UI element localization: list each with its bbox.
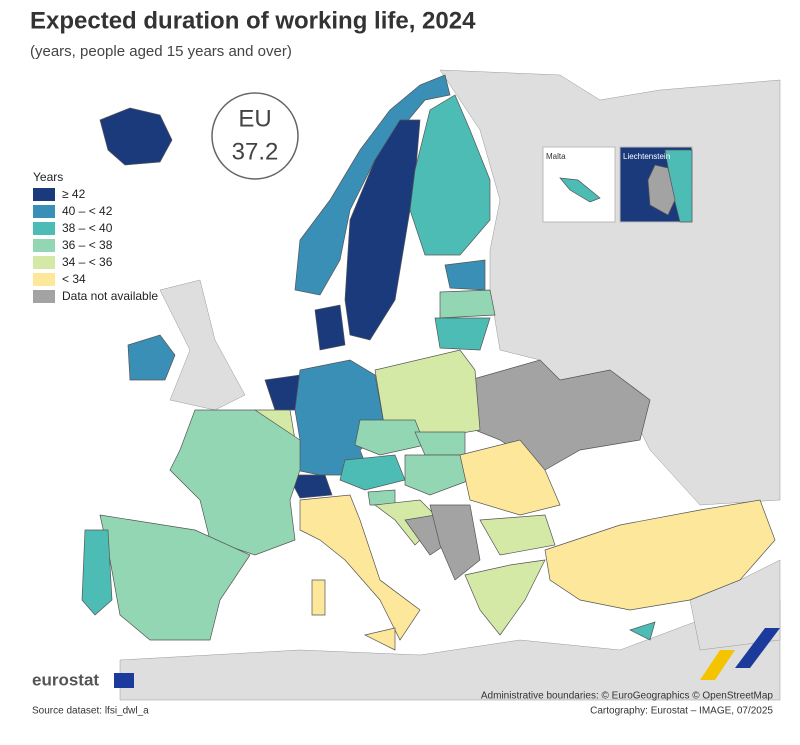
lithuania	[434, 317, 491, 351]
latvia	[439, 289, 496, 319]
source: Source dataset: lfsi_dwl_a	[32, 706, 149, 717]
sardinia	[311, 579, 326, 616]
legend-title: Years	[33, 170, 63, 184]
legend-label: Data not available	[62, 289, 158, 303]
title: Expected duration of working life, 2024	[30, 7, 476, 34]
eu-flag	[114, 673, 134, 688]
denmark	[314, 304, 346, 351]
hungary	[404, 454, 471, 496]
legend-swatch	[33, 256, 55, 269]
turkey	[544, 499, 776, 611]
finland	[409, 94, 491, 256]
logo-text: eurostat	[32, 670, 99, 689]
inset-label: Liechtenstein	[623, 152, 670, 161]
liechtenstein	[647, 164, 676, 216]
legend-label: ≥ 42	[62, 187, 86, 201]
slovenia	[367, 489, 396, 506]
inset-label: Malta	[546, 152, 566, 161]
portugal	[81, 529, 113, 616]
africa	[119, 599, 781, 701]
ireland	[127, 334, 176, 381]
romania	[459, 439, 561, 516]
eu-label: EU	[238, 105, 271, 132]
serbia	[429, 504, 481, 581]
legend-swatch	[33, 205, 55, 218]
logo-mark	[735, 628, 780, 668]
sweden	[344, 119, 421, 341]
legend: Years ≥ 42 40 – < 42 38 – < 40 36 – < 38 34 …	[33, 170, 158, 303]
legend-label: 34 – < 36	[62, 255, 113, 269]
cartography: Cartography: Eurostat – IMAGE, 07/2025	[590, 706, 773, 717]
legend-label: 36 – < 38	[62, 238, 113, 252]
spain	[99, 514, 251, 641]
countries	[81, 74, 776, 651]
iceland	[99, 107, 173, 166]
cyprus	[629, 621, 656, 641]
eu-value: 37.2	[232, 138, 279, 165]
netherlands	[264, 374, 301, 411]
uk	[159, 279, 246, 411]
background-land	[119, 69, 781, 701]
legend-label: < 34	[62, 272, 86, 286]
bulgaria	[479, 514, 556, 556]
legend-swatch	[33, 239, 55, 252]
estonia	[444, 259, 486, 291]
legend-swatch	[33, 290, 55, 303]
logo-mark	[700, 650, 735, 680]
subtitle: (years, people aged 15 years and over)	[30, 43, 292, 60]
france	[169, 409, 301, 556]
sicily	[363, 627, 396, 651]
italy	[299, 494, 421, 641]
legend-label: 40 – < 42	[62, 204, 113, 218]
legend-swatch	[33, 188, 55, 201]
boundaries: Administrative boundaries: © EuroGeograp…	[481, 691, 774, 702]
legend-label: 38 – < 40	[62, 221, 113, 235]
austria	[339, 454, 406, 491]
eu-badge	[211, 92, 299, 180]
norway	[294, 74, 451, 296]
legend-swatch	[33, 273, 55, 286]
greece	[464, 559, 546, 636]
czechia	[354, 419, 426, 456]
slovakia	[414, 431, 466, 456]
malta	[559, 177, 601, 203]
legend-swatch	[33, 222, 55, 235]
switzerland	[287, 474, 333, 499]
